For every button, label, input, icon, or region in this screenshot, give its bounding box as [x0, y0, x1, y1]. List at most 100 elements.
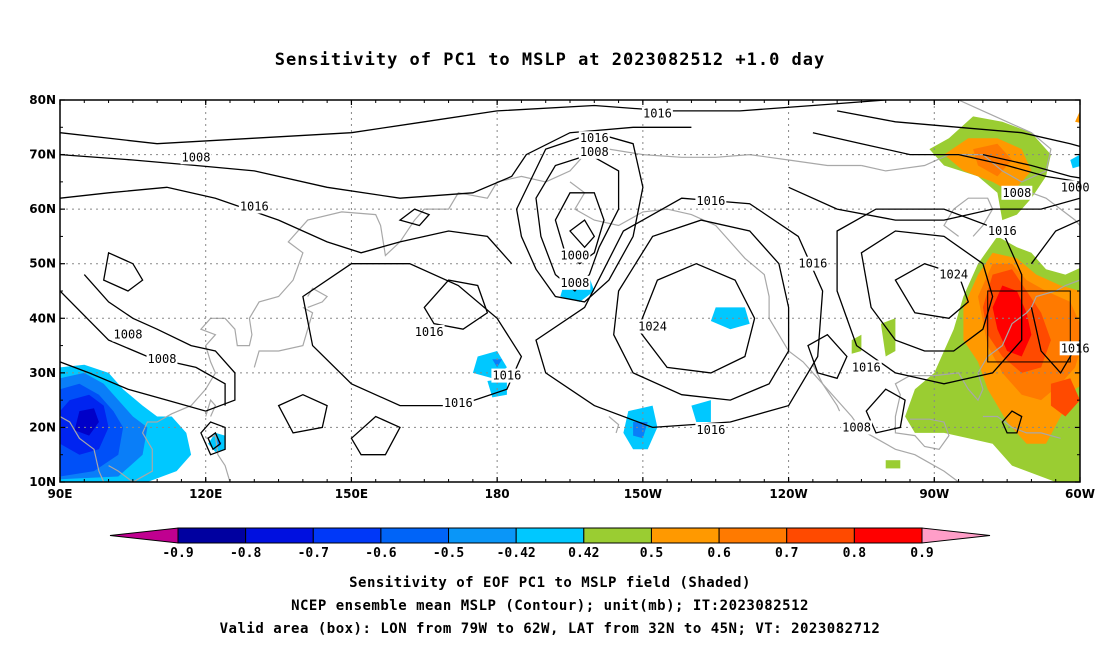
coast-caribbean — [982, 415, 1061, 439]
lat-tick-label: 20N — [29, 420, 56, 434]
contour-label-bg — [1059, 180, 1091, 195]
colorbar-tick-label: 0.9 — [910, 546, 933, 561]
colorbar-tick-label: -0.5 — [433, 546, 464, 561]
contour-label-bg — [180, 150, 212, 165]
contour-label-bg — [695, 193, 727, 208]
contour-label-bg — [641, 106, 673, 121]
isobar-pacific-high-1024 — [637, 262, 756, 374]
lat-tick-label: 10N — [29, 475, 56, 489]
lat-tick-label: 40N — [29, 311, 56, 325]
colorbar-segment — [718, 527, 788, 544]
contour-label-bg — [1059, 341, 1091, 356]
lon-tick-label: 150W — [624, 487, 662, 501]
lon-tick-label: 180 — [485, 487, 510, 501]
shade-pos-east-atl — [1090, 275, 1100, 302]
contour-label: 1016 — [798, 257, 827, 271]
colorbar-tick-label: -0.7 — [298, 546, 329, 561]
caption-line-3: Valid area (box): LON from 79W to 62W, L… — [219, 621, 881, 637]
shade-neg-hawaii-core — [633, 422, 648, 439]
colorbar-tick-label: 0.8 — [843, 546, 867, 561]
shade-neg-greenland — [1070, 154, 1080, 169]
isobar-tropical-1012b — [350, 415, 401, 456]
contour-label-bg — [146, 352, 178, 367]
isobar-asia-1016 — [60, 186, 513, 265]
contour-label-bg — [413, 324, 445, 339]
shade-pos-midwest — [880, 318, 896, 357]
isobar-typhoon-1004 — [207, 431, 222, 451]
isobar-aleutian-1008 — [535, 153, 620, 292]
isobar-greenland-1000 — [982, 153, 1080, 179]
coast-japan — [253, 306, 314, 368]
colorbar-tick-label: 0.5 — [640, 546, 663, 561]
colorbar-tick-label: 0.7 — [775, 546, 798, 561]
contour-label: 1008 — [580, 145, 609, 159]
contour-label: 1024 — [638, 319, 667, 333]
contour-label: 1016 — [492, 369, 521, 383]
isobar-caribbean-ring — [1001, 410, 1023, 434]
shade-pos-subtrop — [1050, 378, 1080, 417]
contour-label: 1016 — [852, 360, 881, 374]
lon-tick-label: 60W — [1065, 487, 1095, 501]
colorbar-tick-label: 0.42 — [568, 546, 599, 561]
contour-label: 1008 — [1002, 186, 1031, 200]
lon-tick-label: 120E — [189, 487, 222, 501]
contour-label-bg — [238, 199, 270, 214]
isobar-sw-us-1012 — [807, 333, 848, 380]
lat-tick-label: 70N — [29, 148, 56, 162]
shade-neg-east-pac — [710, 307, 750, 330]
contour-label-bg — [841, 420, 873, 435]
contour-label: 1000 — [560, 249, 589, 263]
isobar-pacific-high-1020 — [613, 219, 790, 401]
coast-taiwan — [205, 398, 217, 417]
colorbar-segment — [448, 527, 517, 544]
map-title: Sensitivity of PC1 to MSLP at 2023082512… — [274, 50, 826, 70]
lat-tick-label: 50N — [29, 257, 56, 271]
contour-label: 1016 — [988, 224, 1017, 238]
lat-tick-label: 80N — [29, 93, 56, 107]
colorbar-tick-label: -0.9 — [162, 546, 193, 561]
shade-neg-dateline-2 — [487, 378, 507, 398]
colorbar-segment — [786, 527, 855, 544]
lat-tick-label: 60N — [29, 202, 56, 216]
isobar-arctic-1016 — [60, 100, 886, 145]
contour-label: 1016 — [415, 325, 444, 339]
contour-label-bg — [578, 144, 610, 159]
colorbar-segment — [177, 527, 247, 544]
shade-pos-hudson-06 — [973, 143, 1012, 177]
contour-label: 1016 — [580, 131, 609, 145]
colorbar-segment — [853, 527, 923, 544]
contour-label-bg — [986, 223, 1018, 238]
shade-pos-central-am — [885, 460, 901, 469]
colorbar-segment — [245, 527, 314, 544]
contour-label: 1016 — [444, 396, 473, 410]
contour-label: 1016 — [696, 194, 725, 208]
colorbar-segment — [583, 527, 652, 544]
contour-label: 1008 — [114, 328, 143, 342]
colorbar-segment — [515, 527, 585, 544]
colorbar-segment — [380, 527, 450, 544]
isobar-typhoon-1008 — [200, 421, 226, 456]
contour-label-bg — [797, 256, 829, 271]
isobar-tropical-1012 — [277, 393, 328, 434]
sensitivity-shading — [60, 110, 1100, 482]
contour-label: 1008 — [182, 150, 211, 164]
coast-bay-of-bengal — [60, 415, 105, 482]
lon-tick-label: 90W — [919, 487, 949, 501]
contour-label-bg — [559, 275, 591, 290]
mslp-contours — [60, 100, 1080, 456]
contour-label: 1024 — [939, 268, 968, 282]
graticule — [60, 100, 1080, 482]
contour-label-bg — [578, 131, 610, 146]
contour-label: 1016 — [1061, 341, 1090, 355]
coast-arctic-alaska — [545, 148, 862, 183]
isobar-asia-1008 — [60, 274, 236, 412]
contour-label-bg — [637, 319, 669, 334]
contour-label-bg — [491, 368, 523, 383]
coast-gulf-california — [812, 364, 841, 412]
contour-label-bg — [938, 267, 970, 282]
isobar-na-high-1024 — [894, 262, 970, 319]
shade-neg-east-pac-2 — [691, 400, 711, 422]
contour-label: 1008 — [148, 352, 177, 366]
isobar-canada-1016 — [788, 186, 1080, 221]
